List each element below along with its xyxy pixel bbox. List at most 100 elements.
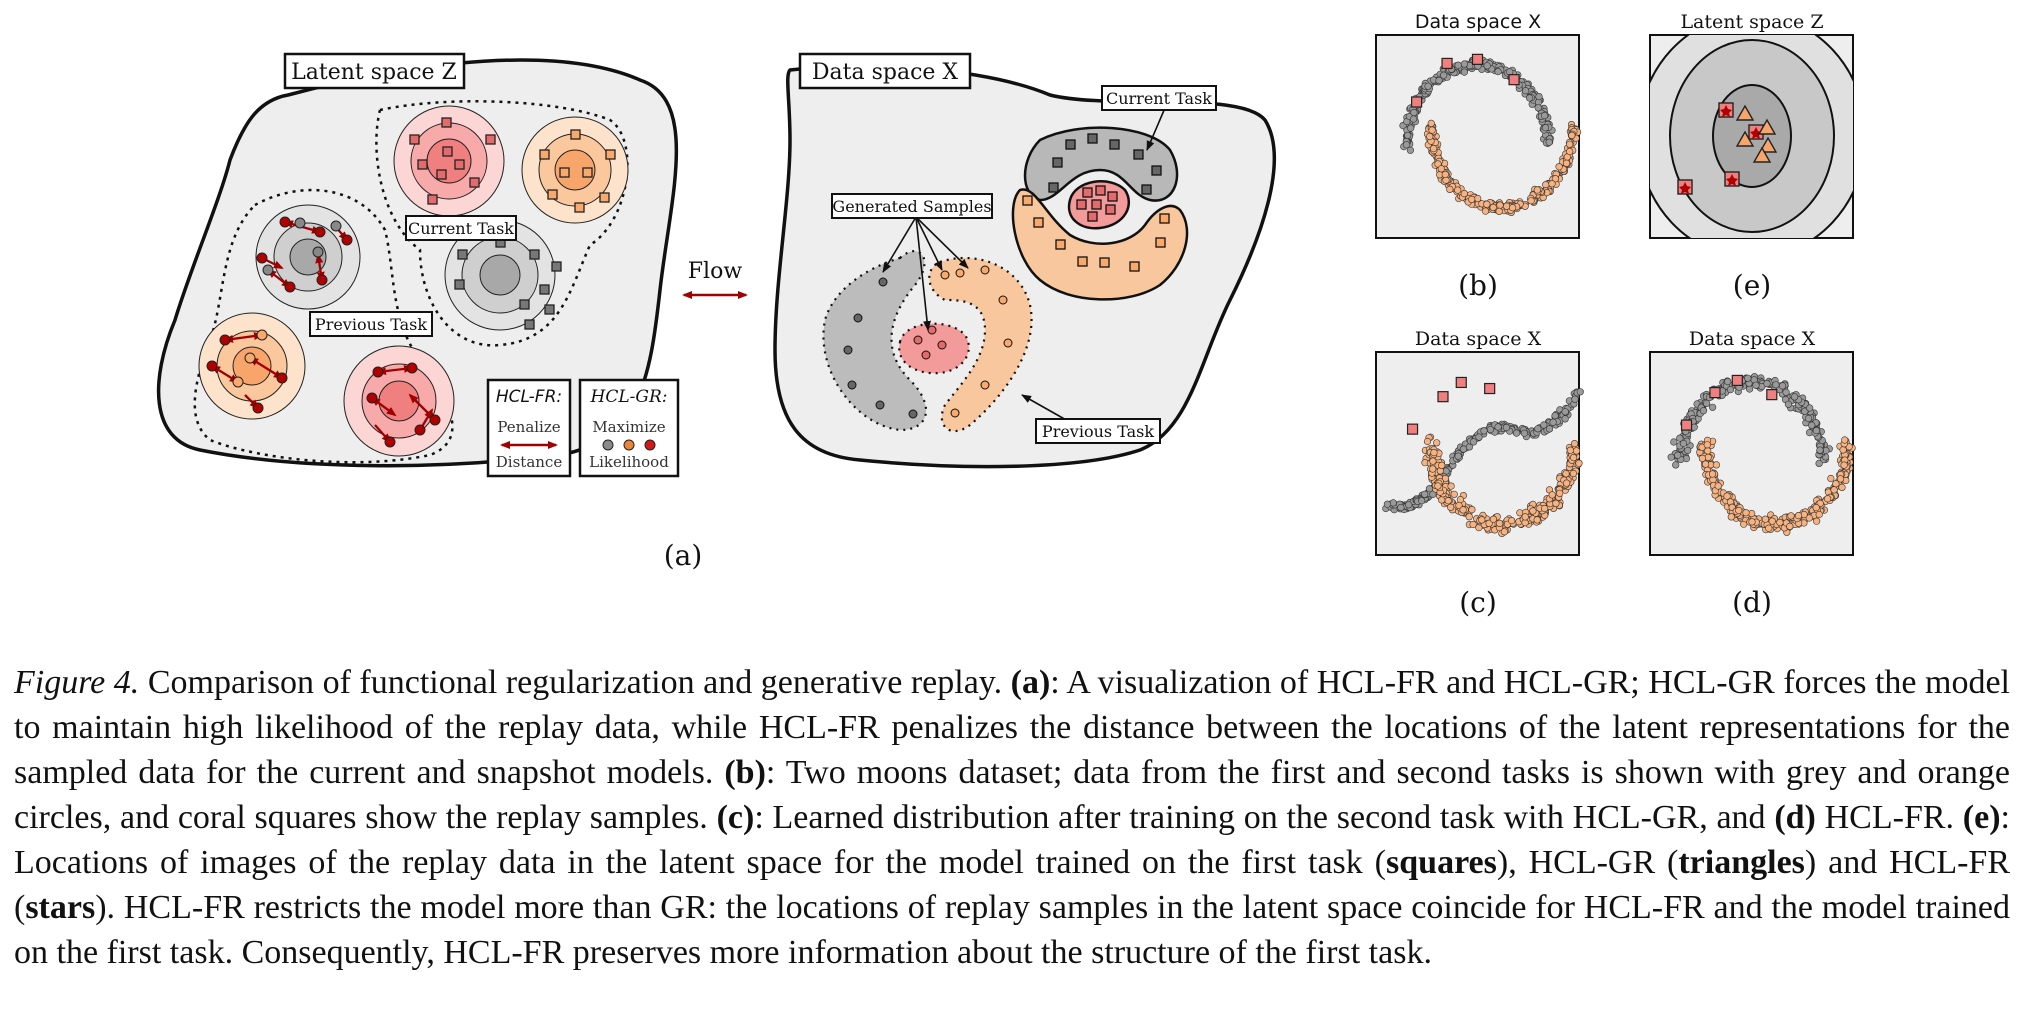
plot-d-points [1667,373,1856,536]
scatter-point [1566,140,1574,148]
scatter-point [1438,461,1446,470]
flow-arrow: Flow [682,259,748,299]
scatter-point [1397,503,1405,512]
scatter-point [1561,408,1569,416]
scatter-point [1460,60,1468,68]
scatter-point [1459,445,1468,453]
scatter-point [1454,452,1462,460]
previous-task-label-latent: Previous Task [309,311,433,337]
scatter-point [1469,520,1477,529]
scatter-point [1406,146,1414,154]
scatter-point [1572,447,1581,455]
scatter-point [1735,506,1743,515]
scatter-point [1679,439,1688,448]
scatter-point [1454,186,1462,194]
scatter-point [1540,111,1549,120]
scatter-point [1787,512,1795,520]
caption-figure-label: Figure 4. [14,664,140,701]
scatter-point [1562,159,1571,167]
svg-text:HCL-GR:: HCL-GR: [590,387,668,407]
svg-text:(c): (c) [1459,586,1497,619]
scatter-point [1562,479,1571,487]
scatter-point [1447,482,1455,490]
scatter-point [1465,513,1473,521]
scatter-point [1455,501,1463,510]
scatter-point [1444,497,1452,505]
scatter-point [1475,433,1483,441]
scatter-point [1441,170,1449,179]
scatter-point [1672,461,1680,469]
scatter-point [1804,414,1813,423]
scatter-point [1450,490,1458,498]
scatter-point [1768,517,1776,525]
svg-text:(d): (d) [1732,586,1772,619]
scatter-point [1701,460,1710,468]
task-arrows [1021,107,1166,422]
hcl-gr-legend: HCL-GR: Maximize Likelihood [578,378,680,478]
latent-cluster-grey-previous [255,204,361,310]
scatter-point [1438,496,1446,504]
scatter-point [1489,203,1497,211]
scatter-point [1569,469,1577,478]
scatter-point [1576,388,1584,396]
scatter-point [1534,425,1542,433]
scatter-point [1551,175,1559,183]
scatter-point [1429,465,1437,473]
scatter-point [1841,436,1849,444]
scatter-point [1568,131,1576,139]
scatter-point [1428,126,1436,134]
scatter-point [1468,195,1476,203]
replay-square [1410,96,1423,108]
replay-square [1441,57,1453,70]
replay-square [1508,74,1520,86]
scatter-point [1808,421,1816,429]
scatter-point [1541,124,1550,132]
plot-c-points [1382,376,1584,538]
scatter-point [1426,132,1434,141]
plot-e: Latent space Z (e) [1649,11,1854,302]
scatter-point [1545,138,1553,146]
figure-4: Latent space Z Current Task Previous Tas… [156,11,1856,619]
scatter-point [1508,516,1516,525]
scatter-point [1535,92,1543,101]
scatter-point [1533,516,1541,524]
scatter-point [1684,446,1692,455]
scatter-point [1832,480,1840,488]
scatter-point [1512,429,1521,437]
scatter-point [1429,145,1438,153]
svg-text:Previous Task: Previous Task [315,315,427,334]
scatter-point [1562,470,1570,478]
scatter-point [1496,201,1504,209]
scatter-point [1460,190,1468,198]
generated-red-dots [913,325,947,360]
scatter-point [1827,474,1835,483]
data-orange-squares [1022,195,1170,272]
scatter-point [1812,504,1820,512]
scatter-point [1823,495,1832,503]
scatter-point [1699,407,1708,415]
data-grey-squares [1048,133,1162,195]
scatter-point [1761,515,1769,523]
scatter-point [1704,453,1712,462]
scatter-point [1840,461,1848,469]
scatter-point [1806,404,1814,412]
svg-text:Generated Samples: Generated Samples [832,197,991,216]
scatter-point [1712,461,1720,469]
scatter-point [1566,446,1574,454]
replay-square [1766,389,1778,401]
scatter-point [1533,186,1541,194]
svg-text:(e): (e) [1733,269,1771,302]
scatter-point [1667,453,1675,461]
scatter-point [1456,496,1464,504]
scatter-point [1483,62,1491,70]
plot-d: Data space X (d) [1649,328,1856,619]
panel-a-label: (a) [664,539,703,572]
scatter-point [1830,486,1838,494]
svg-text:Data space X: Data space X [1415,11,1541,33]
scatter-point [1435,76,1443,85]
scatter-point [1460,68,1468,76]
scatter-point [1469,438,1478,446]
scatter-point [1782,388,1790,396]
scatter-point [1525,94,1534,102]
svg-text:Likelihood: Likelihood [589,453,669,471]
